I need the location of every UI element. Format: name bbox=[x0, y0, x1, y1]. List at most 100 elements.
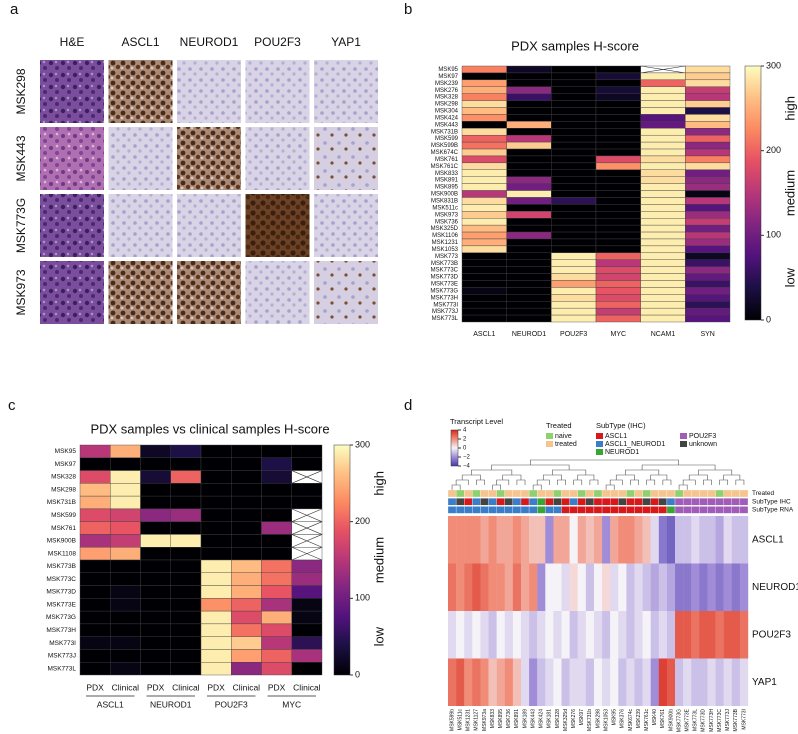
heatmap-cell bbox=[456, 563, 465, 611]
heatmap-cell bbox=[140, 623, 171, 637]
column-label: Clinical bbox=[172, 682, 200, 692]
annotation-cell bbox=[553, 498, 562, 506]
colorbar-label: medium bbox=[371, 537, 386, 583]
legend-swatch bbox=[680, 441, 687, 447]
annotation-cell bbox=[488, 506, 497, 514]
heatmap-cell bbox=[461, 155, 507, 164]
row-label: MSK773H bbox=[46, 627, 76, 634]
heatmap-cell bbox=[472, 658, 481, 706]
heatmap-cell bbox=[231, 572, 262, 586]
heatmap-cell bbox=[461, 79, 507, 87]
heatmap-cell bbox=[723, 516, 732, 564]
heatmap-cell bbox=[110, 547, 141, 561]
annotation-cell bbox=[585, 489, 595, 498]
column-label: MSK325d bbox=[563, 709, 569, 731]
heatmap-cell bbox=[79, 662, 111, 676]
heatmap-cell bbox=[553, 516, 562, 564]
heatmap-cell bbox=[512, 563, 522, 611]
heatmap-cell bbox=[610, 516, 619, 564]
heatmap-cell bbox=[551, 238, 597, 247]
annotation-cell bbox=[537, 489, 546, 498]
heatmap-cell bbox=[666, 563, 676, 611]
row-label: MSK674C bbox=[431, 150, 459, 156]
column-label: POU2F3 bbox=[254, 35, 301, 49]
dendrogram bbox=[552, 469, 587, 475]
heatmap-cell bbox=[569, 611, 578, 659]
group-label: POU2F3 bbox=[215, 699, 248, 709]
heatmap-cell bbox=[640, 72, 686, 81]
heatmap-cell bbox=[640, 183, 686, 191]
annotation-cell bbox=[691, 506, 700, 514]
row-label: MSK831B bbox=[431, 198, 458, 204]
heatmap-cell bbox=[683, 658, 692, 706]
heatmap-cell bbox=[110, 610, 141, 625]
column-label: NCAM1 bbox=[651, 331, 676, 338]
group-label: ASCL1 bbox=[97, 699, 124, 709]
heatmap-cell bbox=[261, 598, 292, 612]
heatmap-cell bbox=[79, 483, 111, 497]
annotation-cell bbox=[601, 498, 611, 506]
heatmap-cell bbox=[291, 572, 323, 586]
annotation-cell bbox=[561, 506, 570, 514]
heatmap-cell bbox=[461, 93, 507, 101]
heatmap-cell bbox=[618, 516, 627, 564]
annotation-cell bbox=[739, 498, 749, 506]
heatmap-cell bbox=[685, 128, 731, 136]
heatmap-cell bbox=[506, 307, 552, 316]
missing-cross bbox=[291, 521, 323, 535]
column-label: MSK773B bbox=[733, 708, 739, 731]
colorbar-title: Transcript Level bbox=[450, 417, 503, 426]
heatmap-cell bbox=[506, 204, 552, 212]
heatmap-cell bbox=[595, 72, 641, 81]
heatmap-cell bbox=[456, 611, 465, 659]
row-label: MSK731B bbox=[47, 499, 76, 506]
heatmap-cell bbox=[715, 658, 724, 706]
row-label: MSK1108 bbox=[48, 550, 76, 557]
heatmap-cell bbox=[626, 658, 635, 706]
dendrogram bbox=[723, 474, 741, 480]
annotation-cell bbox=[472, 489, 481, 498]
row-label: MSK599 bbox=[435, 136, 459, 142]
heatmap-cell bbox=[110, 483, 141, 497]
heatmap-cell bbox=[456, 516, 465, 564]
annotation-cell bbox=[455, 506, 465, 514]
heatmap-cell bbox=[506, 266, 552, 274]
panel-label: c bbox=[8, 397, 16, 414]
dendrogram bbox=[630, 479, 639, 485]
annotation-cell bbox=[739, 489, 749, 498]
heatmap-cell bbox=[448, 563, 457, 611]
heatmap-cell bbox=[551, 266, 597, 274]
heatmap-cell bbox=[231, 457, 262, 471]
dendrogram bbox=[532, 484, 542, 490]
annotation-cell bbox=[545, 506, 554, 514]
heatmap-cell bbox=[551, 72, 597, 81]
column-label: ASCL1 bbox=[121, 35, 159, 49]
column-label: MSK276 bbox=[571, 709, 577, 728]
annotation-cell bbox=[561, 489, 570, 498]
colorbar bbox=[450, 429, 459, 467]
heatmap-cell bbox=[640, 204, 686, 212]
annotation-cell bbox=[504, 498, 514, 506]
heatmap-cell bbox=[551, 141, 597, 150]
annotation-cell bbox=[634, 489, 643, 498]
heatmap-cell bbox=[602, 658, 611, 706]
heatmap-cell bbox=[506, 245, 552, 254]
heatmap-cell bbox=[231, 521, 262, 535]
heatmap-cell bbox=[140, 559, 171, 573]
heatmap-cell bbox=[593, 563, 603, 611]
heatmap-cell bbox=[200, 508, 232, 522]
column-label: MSK773D bbox=[701, 709, 707, 732]
heatmap-cell bbox=[707, 563, 716, 611]
micrograph bbox=[177, 194, 241, 257]
heatmap-cell bbox=[140, 598, 171, 612]
heatmap-cell bbox=[261, 521, 292, 535]
row-label: MSK298 bbox=[51, 486, 76, 493]
annotation-cell bbox=[553, 489, 562, 498]
heatmap-cell bbox=[626, 563, 635, 611]
row-label: MSK424 bbox=[435, 115, 459, 121]
heatmap-cell bbox=[496, 516, 505, 564]
heatmap-cell bbox=[200, 662, 232, 676]
heatmap-cell bbox=[506, 252, 552, 260]
heatmap-cell bbox=[488, 516, 497, 564]
heatmap-cell bbox=[506, 100, 552, 108]
